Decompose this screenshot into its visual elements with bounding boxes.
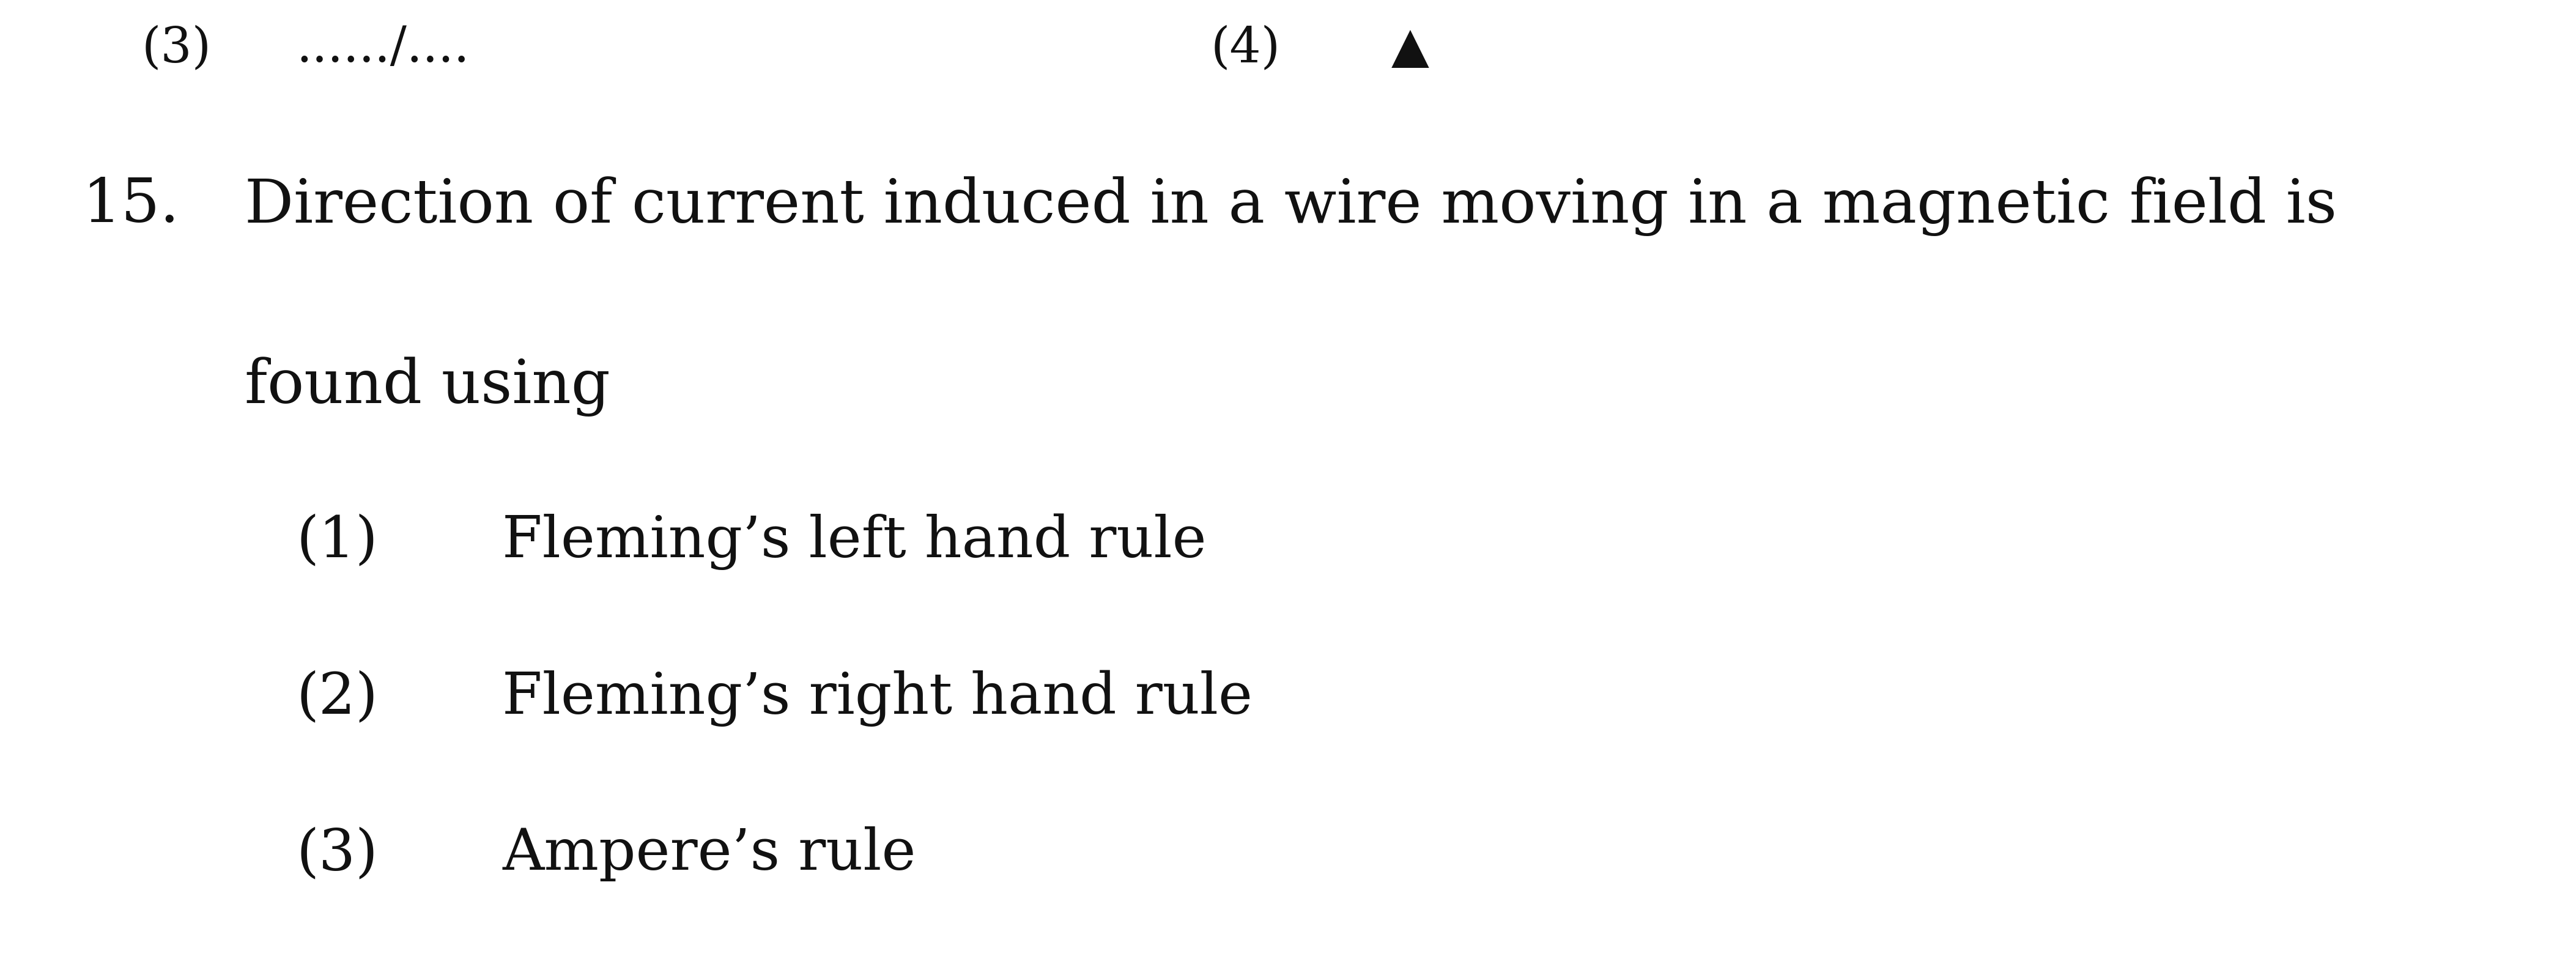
Text: 15.: 15. [82,176,180,235]
Text: found using: found using [245,357,611,417]
Text: ▲: ▲ [1391,24,1430,72]
Text: ....../....: ....../.... [296,24,469,72]
Text: (1): (1) [296,513,379,568]
Text: (3): (3) [142,24,211,72]
Text: Direction of current induced in a wire moving in a magnetic field is: Direction of current induced in a wire m… [245,176,2336,236]
Text: Fleming’s left hand rule: Fleming’s left hand rule [502,513,1206,570]
Text: (2): (2) [296,670,379,725]
Text: Ampere’s rule: Ampere’s rule [502,826,917,881]
Text: Fleming’s right hand rule: Fleming’s right hand rule [502,670,1252,727]
Text: (4): (4) [1211,24,1280,72]
Text: (3): (3) [296,826,379,881]
